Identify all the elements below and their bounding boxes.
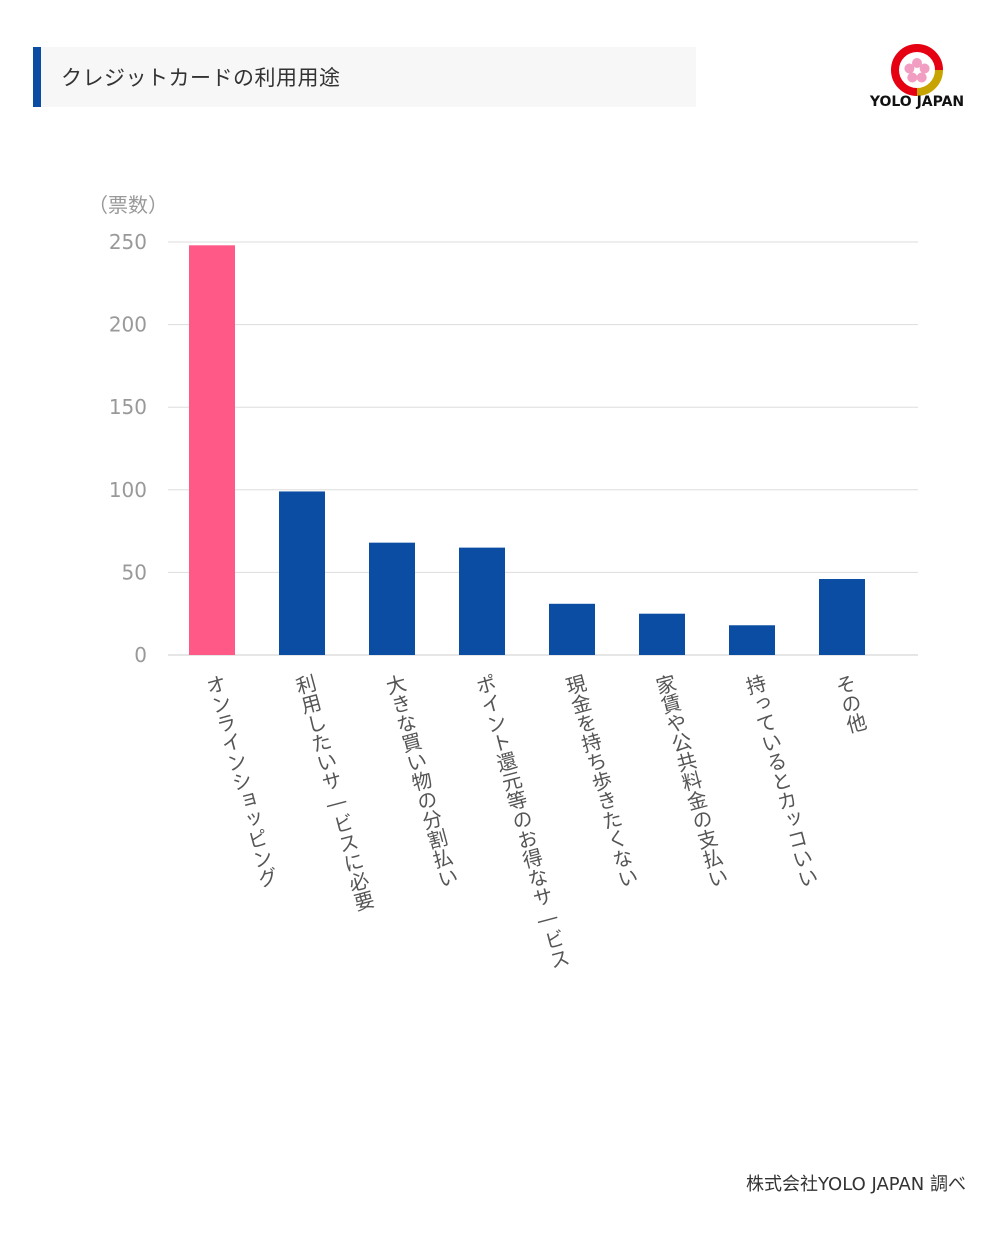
logo-text: YOLO JAPAN (869, 94, 965, 110)
x-tick-label-text: ポイント還元等のお得なサ―ビス (470, 672, 572, 972)
bar (639, 613, 685, 655)
bar (819, 579, 865, 655)
y-tick-label: 150 (109, 395, 147, 419)
bar (189, 245, 235, 655)
title-accent-bar (33, 47, 41, 107)
bar (729, 625, 775, 655)
source-note: 株式会社YOLO JAPAN 調べ (746, 1174, 966, 1195)
y-axis-label: （票数） (88, 193, 168, 217)
x-tick-label-text: 家賃や公共料金の支払い (650, 672, 730, 891)
x-tick-label: 持っているとカッコいい (740, 672, 820, 891)
chart-title: クレジットカードの利用用途 (61, 66, 341, 90)
x-tick-label-text: 利用したいサ―ビスに必要 (290, 672, 376, 914)
bar (549, 603, 595, 655)
y-tick-label: 50 (122, 560, 147, 584)
x-tick-label: ポイント還元等のお得なサ―ビス (470, 672, 572, 972)
yolo-japan-logo: YOLO JAPAN (862, 44, 972, 114)
x-tick-label: オンラインショッピング (200, 672, 280, 891)
x-tick-label: 利用したいサ―ビスに必要 (290, 672, 376, 914)
x-tick-label: その他 (830, 672, 869, 736)
bar (459, 547, 505, 655)
x-tick-label-text: 現金を持ち歩きたくない (560, 672, 640, 891)
x-tick-label: 現金を持ち歩きたくない (560, 672, 640, 891)
bar (279, 491, 325, 655)
x-tick-label-text: オンラインショッピング (200, 672, 280, 891)
y-tick-label: 250 (109, 230, 147, 254)
bar (369, 542, 415, 655)
x-tick-label: 家賃や公共料金の支払い (650, 672, 730, 891)
x-tick-label: 大きな買い物の分割払い (380, 672, 460, 891)
y-tick-label: 100 (109, 478, 147, 502)
y-tick-label: 200 (109, 313, 147, 337)
chart-title-box: クレジットカードの利用用途 (33, 47, 696, 107)
x-tick-label-text: その他 (830, 672, 869, 736)
x-tick-label-text: 持っているとカッコいい (740, 672, 820, 891)
x-tick-label-text: 大きな買い物の分割払い (380, 672, 460, 891)
bar-chart: （票数） 0 50 100 150 200 250 オンラインショッピング 利用したいサ―ビスに… (88, 193, 918, 972)
sakura-circle-icon (891, 44, 943, 96)
y-tick-label: 0 (134, 643, 147, 667)
